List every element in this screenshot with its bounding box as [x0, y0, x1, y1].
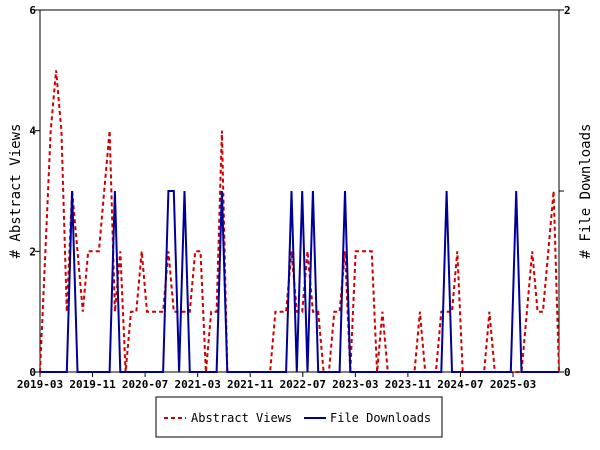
legend-label-abstract-views: Abstract Views	[191, 411, 292, 425]
axis-layer: 2019-03 2019-11 2020-07 2021-03 2021-11 2022-…	[17, 4, 571, 391]
series-line-file-downloads	[40, 190, 559, 373]
x-tick-label: 2024-07	[437, 378, 483, 391]
y-left-axis-title: # Abstract Views	[8, 124, 24, 259]
legend-label-file-downloads: File Downloads	[330, 411, 431, 425]
x-tick-label: 2023-03	[332, 378, 378, 391]
x-tick-label: 2025-03	[490, 378, 536, 391]
x-tick-label: 2021-11	[227, 378, 274, 391]
y-right-tick-label: 2	[564, 4, 571, 17]
y-left-tick-label: 6	[29, 4, 36, 17]
x-tick-label: 2020-07	[122, 378, 168, 391]
y-left-tick-label: 0	[29, 366, 36, 379]
legend-box	[155, 396, 443, 438]
x-tick-label: 2019-03	[17, 378, 63, 391]
series-layer	[39, 70, 560, 373]
y-left-tick-label: 2	[29, 245, 36, 258]
y-right-axis-title: # File Downloads	[578, 124, 594, 259]
y-right-tick-label: 0	[564, 366, 571, 379]
x-tick-label: 2023-11	[385, 378, 432, 391]
x-tick-label: 2021-03	[174, 378, 220, 391]
y-left-tick-label: 4	[29, 125, 36, 138]
legend: Abstract Views File Downloads	[155, 396, 443, 438]
x-tick-label: 2022-07	[280, 378, 326, 391]
x-tick-label: 2019-11	[69, 378, 116, 391]
